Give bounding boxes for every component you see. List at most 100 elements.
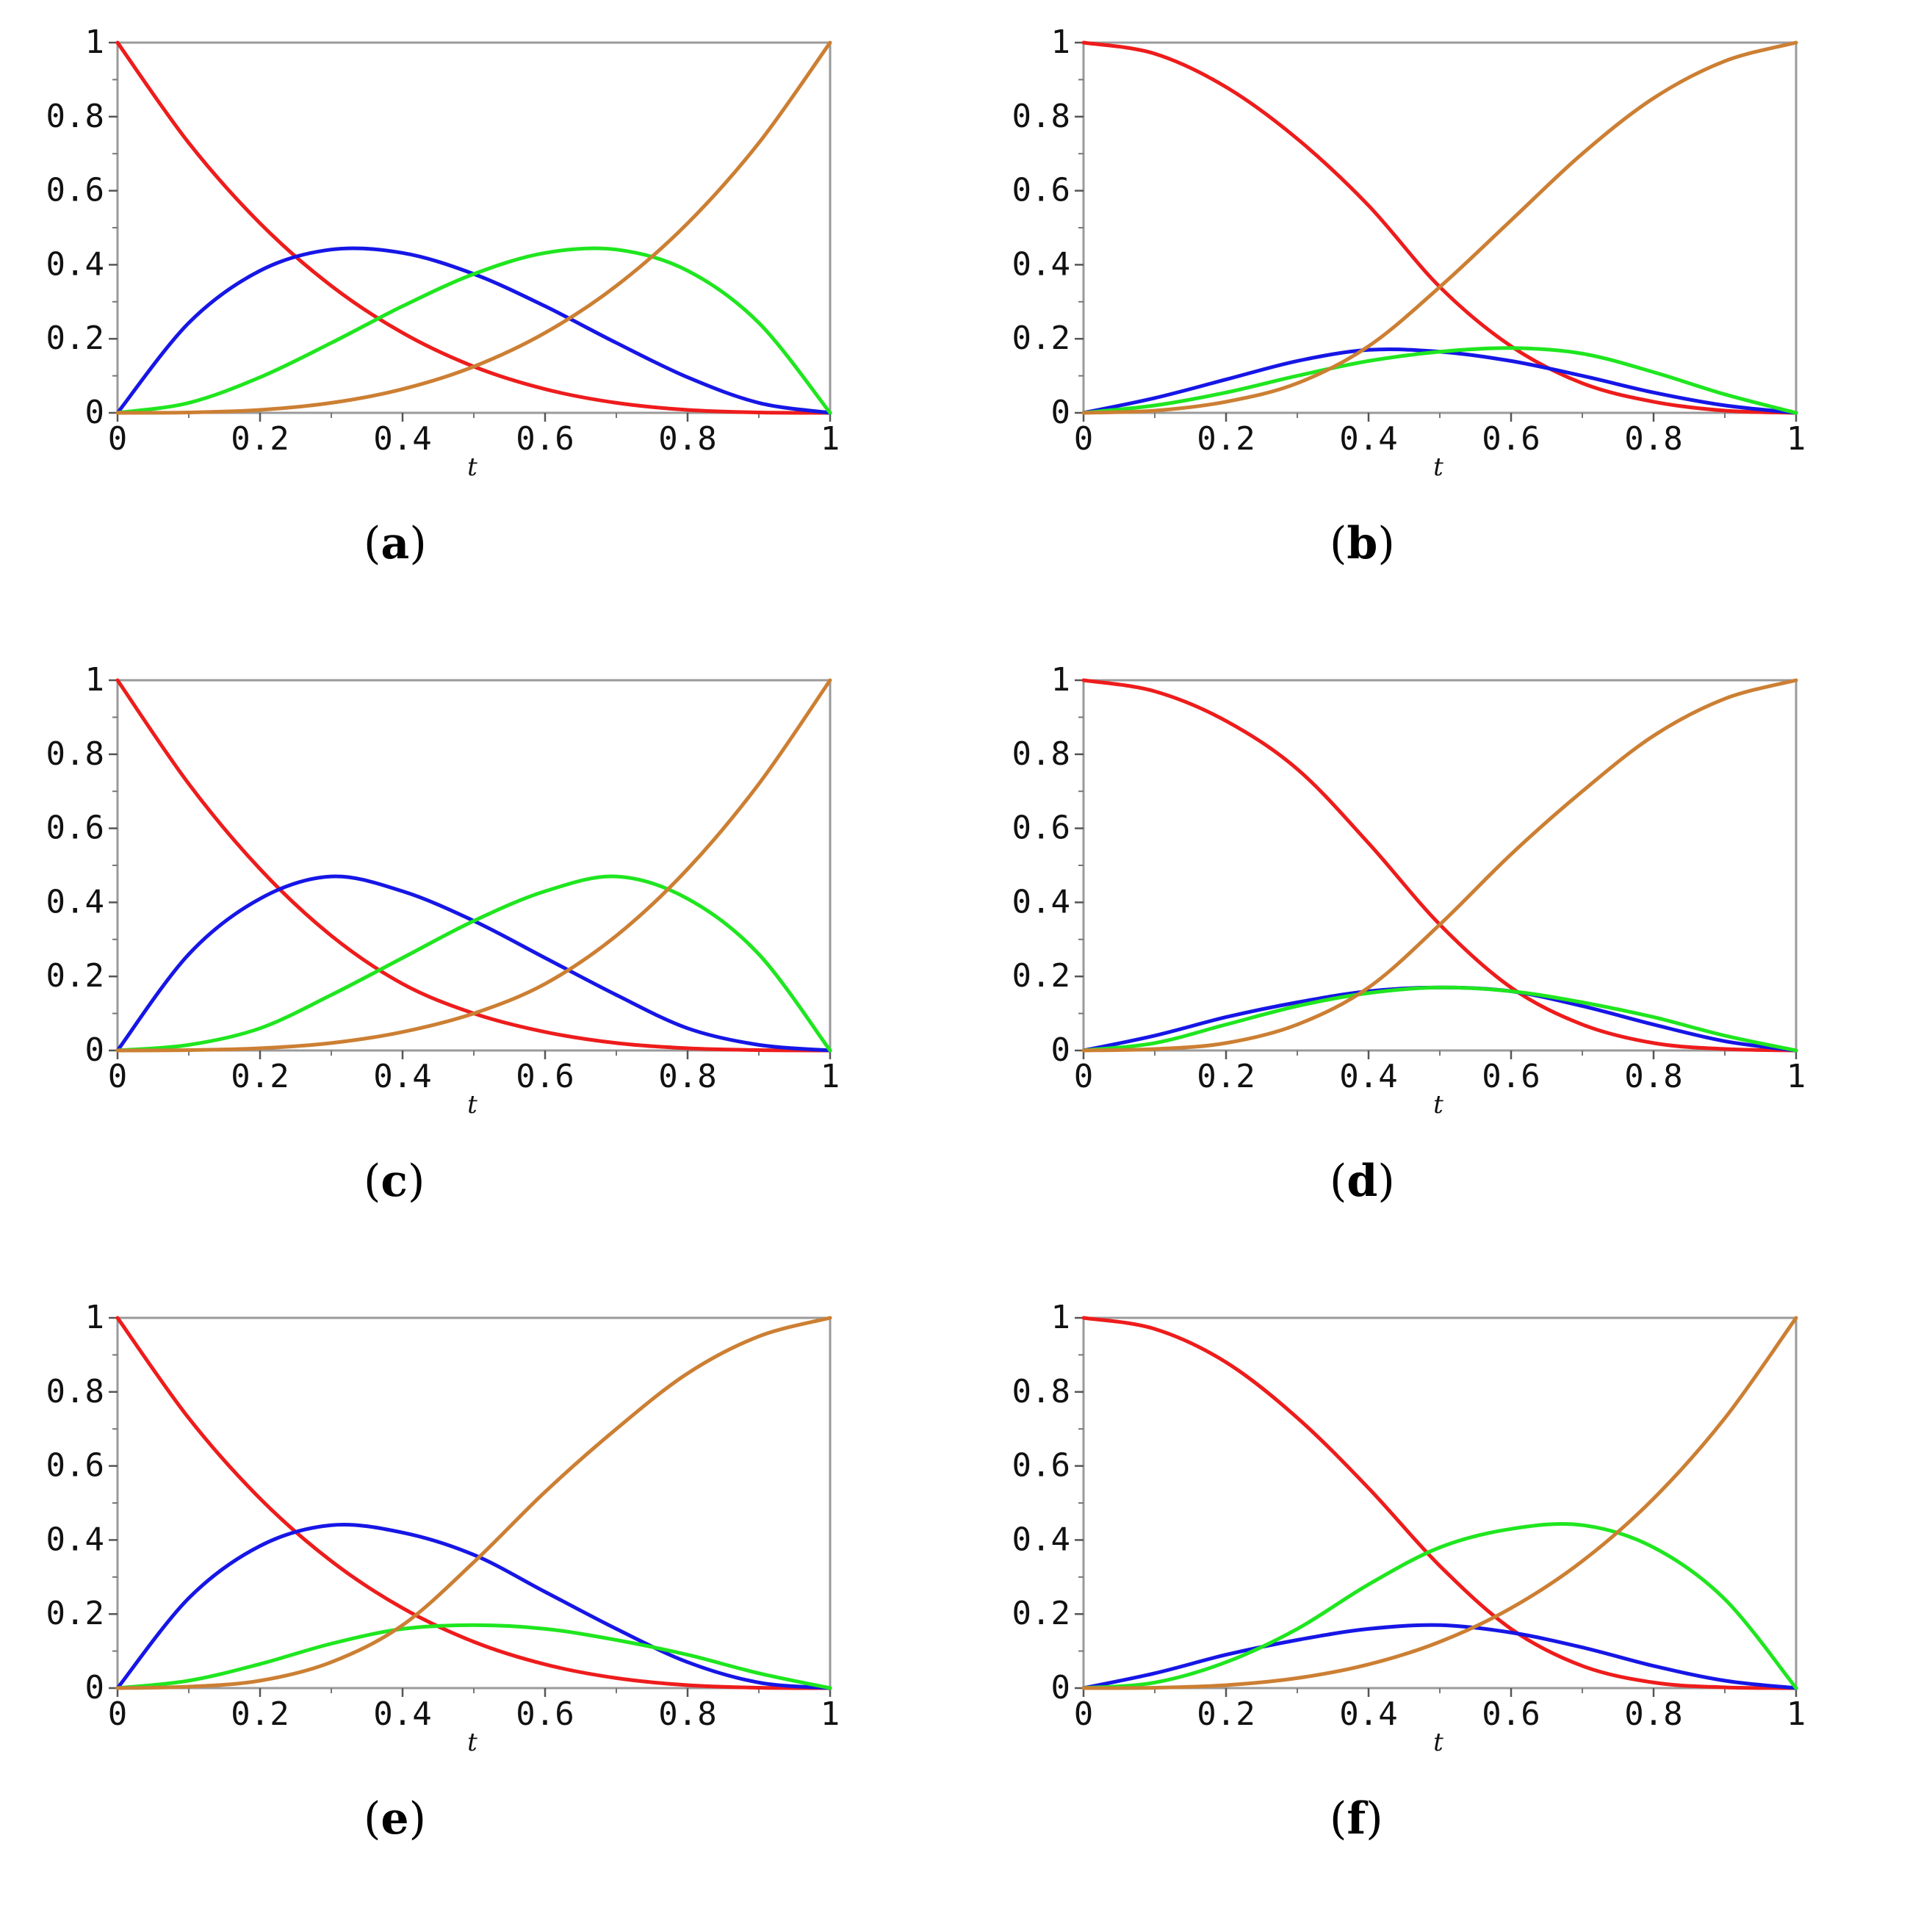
caption-e-letter: e: [381, 1793, 409, 1845]
y-tick-label-a-4: 0.8: [46, 98, 104, 135]
x-tick-label-b-2: 0.4: [1339, 420, 1397, 458]
x-tick-label-c-2: 0.4: [373, 1058, 431, 1095]
x-tick-label-d-4: 0.8: [1624, 1058, 1682, 1095]
y-tick-label-b-2: 0.4: [1012, 245, 1070, 283]
series-orange-d: [1081, 678, 1798, 1053]
series-green-d: [1081, 985, 1798, 1053]
series-red-e: [115, 1316, 832, 1690]
panel-b: 0 0.2 0.4 0.6 0.8 1 0 0.2 0.4 0.6 0.8 1 t (b): [966, 0, 1932, 632]
x-axis-label-b: t: [1433, 453, 1443, 482]
panel-d: 0 0.2 0.4 0.6 0.8 1 0 0.2 0.4 0.6 0.8 1 t (d): [966, 638, 1932, 1269]
x-tick-label-a-2: 0.4: [373, 420, 431, 458]
x-tick-label-c-1: 0.2: [231, 1058, 289, 1095]
y-tick-label-d-0: 0: [1051, 1031, 1071, 1069]
x-tick-label-d-5: 1: [1787, 1058, 1806, 1095]
plot-frame-c: [116, 679, 832, 1052]
chart-b: 0 0.2 0.4 0.6 0.8 1 0 0.2 0.4 0.6 0.8 1 t: [1012, 24, 1806, 482]
y-tick-label-a-2: 0.4: [46, 245, 104, 283]
panel-a: 0 0.2 0.4 0.6 0.8 1 0 0.2 0.4 0.6 0.8 1 t (a): [0, 0, 966, 632]
series-orange-c: [115, 678, 832, 1053]
x-axis-label-f: t: [1433, 1728, 1443, 1757]
y-tick-label-c-3: 0.6: [46, 810, 104, 847]
chart-e: 0 0.2 0.4 0.6 0.8 1 0 0.2 0.4 0.6 0.8 1 t: [46, 1299, 840, 1757]
plot-frame-d: [1082, 679, 1798, 1052]
x-tick-label-e-5: 1: [821, 1695, 840, 1733]
x-tick-label-b-1: 0.2: [1197, 420, 1255, 458]
x-tick-label-a-5: 1: [821, 420, 840, 458]
x-tick-label-f-5: 1: [1787, 1695, 1806, 1733]
x-tick-label-c-3: 0.6: [516, 1058, 574, 1095]
x-tick-label-e-2: 0.4: [373, 1695, 431, 1733]
y-tick-label-c-4: 0.8: [46, 735, 104, 773]
x-tick-label-b-3: 0.6: [1482, 420, 1540, 458]
y-tick-label-a-1: 0.2: [46, 320, 104, 357]
x-tick-label-b-5: 1: [1787, 420, 1806, 458]
chart-c: 0 0.2 0.4 0.6 0.8 1 0 0.2 0.4 0.6 0.8 1 t: [46, 661, 840, 1120]
y-tick-label-e-0: 0: [85, 1669, 105, 1706]
y-tick-label-d-1: 0.2: [1012, 957, 1070, 995]
x-tick-label-f-3: 0.6: [1482, 1695, 1540, 1733]
plot-frame-b: [1082, 41, 1798, 414]
y-tick-label-c-2: 0.4: [46, 883, 104, 920]
series-orange-b: [1081, 40, 1798, 415]
y-tick-label-f-4: 0.8: [1012, 1373, 1070, 1410]
y-tick-label-f-2: 0.4: [1012, 1521, 1070, 1558]
y-tick-label-b-5: 1: [1051, 24, 1071, 61]
series-orange-a: [115, 40, 832, 415]
x-axis-label-d: t: [1433, 1090, 1443, 1120]
caption-f-letter: f: [1347, 1793, 1366, 1845]
y-tick-label-b-0: 0: [1051, 394, 1071, 431]
y-tick-label-b-4: 0.8: [1012, 98, 1070, 135]
caption-c-letter: c: [381, 1156, 408, 1207]
x-tick-label-f-4: 0.8: [1624, 1695, 1682, 1733]
y-tick-label-b-1: 0.2: [1012, 320, 1070, 357]
x-tick-label-a-3: 0.6: [516, 420, 574, 458]
y-tick-label-c-0: 0: [85, 1031, 105, 1069]
y-tick-label-f-1: 0.2: [1012, 1595, 1070, 1632]
x-tick-label-b-4: 0.8: [1624, 420, 1682, 458]
x-tick-label-d-1: 0.2: [1197, 1058, 1255, 1095]
chart-f: 0 0.2 0.4 0.6 0.8 1 0 0.2 0.4 0.6 0.8 1 t: [1012, 1299, 1806, 1757]
y-tick-label-e-4: 0.8: [46, 1373, 104, 1410]
y-tick-label-f-5: 1: [1051, 1299, 1071, 1336]
series-green-e: [115, 1623, 832, 1690]
series-blue-e: [115, 1522, 832, 1690]
y-tick-label-f-3: 0.6: [1012, 1447, 1070, 1485]
x-tick-label-f-2: 0.4: [1339, 1695, 1397, 1733]
x-tick-label-e-1: 0.2: [231, 1695, 289, 1733]
y-tick-label-a-3: 0.6: [46, 172, 104, 209]
y-tick-label-f-0: 0: [1051, 1669, 1071, 1706]
caption-d-letter: d: [1347, 1156, 1378, 1207]
y-tick-label-e-1: 0.2: [46, 1595, 104, 1632]
series-green-a: [115, 246, 832, 415]
plot-frame-e: [116, 1316, 832, 1690]
series-red-f: [1081, 1316, 1798, 1690]
x-tick-label-a-1: 0.2: [231, 420, 289, 458]
y-tick-label-e-3: 0.6: [46, 1447, 104, 1485]
y-tick-label-d-5: 1: [1051, 661, 1071, 699]
caption-b-letter: b: [1347, 518, 1378, 569]
y-tick-label-d-4: 0.8: [1012, 735, 1070, 773]
series-orange-e: [115, 1316, 832, 1690]
y-tick-label-c-1: 0.2: [46, 957, 104, 995]
x-tick-label-e-0: 0: [108, 1695, 128, 1733]
x-tick-label-c-4: 0.8: [658, 1058, 716, 1095]
x-tick-label-a-0: 0: [108, 420, 128, 458]
panel-c: 0 0.2 0.4 0.6 0.8 1 0 0.2 0.4 0.6 0.8 1 t (c): [0, 638, 966, 1269]
series-red-d: [1081, 678, 1798, 1053]
series-red-b: [1081, 40, 1798, 415]
chart-a: 0 0.2 0.4 0.6 0.8 1 0 0.2 0.4 0.6 0.8 1 t: [46, 24, 840, 482]
y-tick-label-e-2: 0.4: [46, 1521, 104, 1558]
x-tick-label-d-0: 0: [1074, 1058, 1094, 1095]
x-tick-label-f-1: 0.2: [1197, 1695, 1255, 1733]
panel-e: 0 0.2 0.4 0.6 0.8 1 0 0.2 0.4 0.6 0.8 1 t (e): [0, 1275, 966, 1907]
x-tick-label-d-2: 0.4: [1339, 1058, 1397, 1095]
x-tick-label-c-0: 0: [108, 1058, 128, 1095]
x-tick-label-d-3: 0.6: [1482, 1058, 1540, 1095]
y-tick-label-c-5: 1: [85, 661, 105, 699]
caption-a-letter: a: [381, 518, 410, 569]
series-blue-a: [115, 246, 832, 415]
chart-d: 0 0.2 0.4 0.6 0.8 1 0 0.2 0.4 0.6 0.8 1 t: [1012, 661, 1806, 1120]
y-tick-label-a-5: 1: [85, 24, 105, 61]
plot-frame-a: [116, 41, 832, 414]
